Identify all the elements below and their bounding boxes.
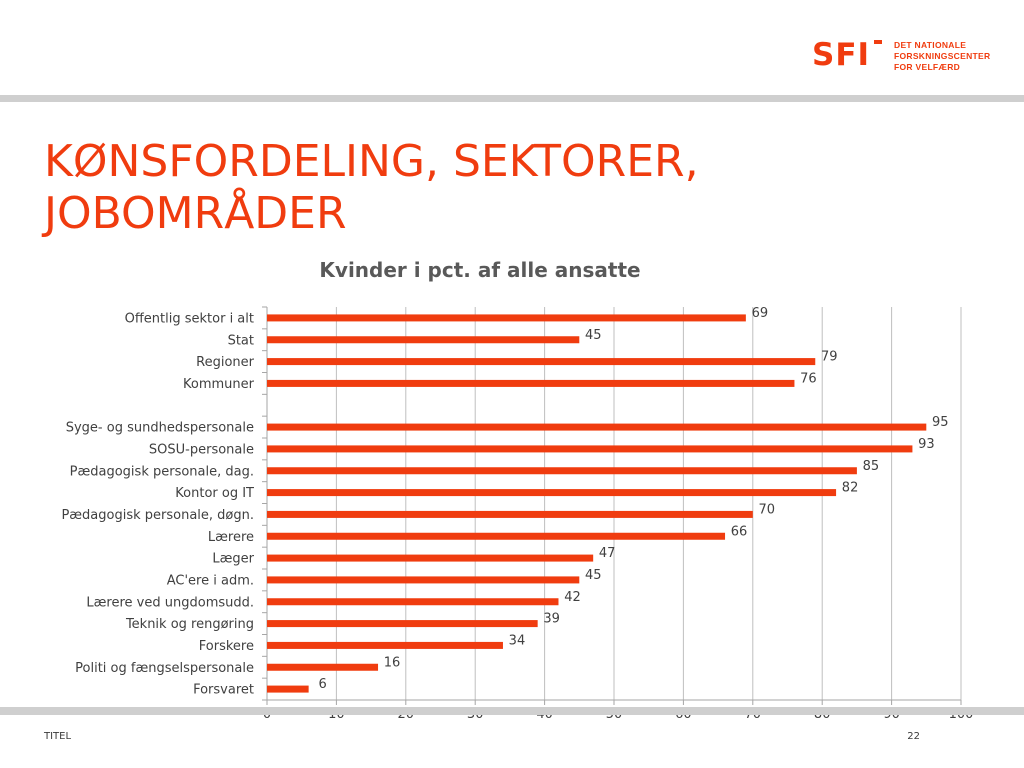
- category-label: Offentlig sektor i alt: [125, 311, 254, 326]
- data-label: 70: [759, 502, 776, 517]
- slide-title-line-1: KØNSFORDELING, SEKTORER,: [44, 136, 699, 187]
- bar: [267, 685, 309, 693]
- data-label: 69: [752, 306, 769, 321]
- bar: [267, 489, 837, 497]
- data-label: 79: [821, 350, 838, 365]
- bottom-rule: [0, 707, 1024, 715]
- bar: [267, 336, 580, 344]
- bar: [267, 554, 594, 562]
- data-label: 47: [599, 546, 616, 561]
- sfi-logo: SFI DET NATIONALE FORSKNINGSCENTER FOR V…: [812, 38, 992, 74]
- data-label: 45: [585, 568, 602, 583]
- logo-accent: [874, 40, 882, 44]
- data-label: 16: [384, 655, 401, 670]
- category-label: Regioner: [196, 355, 255, 370]
- slide-title-line-2: JOBOMRÅDER: [44, 188, 347, 239]
- data-label: 42: [564, 590, 581, 605]
- data-label: 39: [543, 612, 560, 627]
- logo-line-3: FOR VELFÆRD: [894, 62, 961, 72]
- bar: [267, 467, 857, 475]
- bar: [267, 620, 538, 628]
- category-label: Teknik og rengøring: [125, 617, 254, 632]
- category-label: Kommuner: [183, 377, 255, 392]
- data-label: 95: [932, 415, 949, 430]
- page-number: 22: [907, 731, 920, 742]
- bar: [267, 598, 559, 606]
- bar: [267, 314, 746, 322]
- footer-title: TITEL: [44, 731, 72, 742]
- data-label: 34: [509, 633, 526, 648]
- category-label: Pædagogisk personale, døgn.: [61, 508, 254, 523]
- bar: [267, 423, 927, 431]
- data-label: 93: [918, 437, 935, 452]
- category-label: Stat: [228, 333, 254, 348]
- bar: [267, 358, 816, 366]
- bar: [267, 510, 753, 518]
- bar: [267, 379, 795, 387]
- category-label: Forsvaret: [193, 683, 254, 698]
- data-label: 6: [318, 677, 326, 692]
- category-label: Lærere ved ungdomsudd.: [86, 595, 254, 610]
- category-label: Kontor og IT: [175, 486, 254, 501]
- logo-mark: SFI: [812, 37, 871, 73]
- bar: [267, 663, 379, 671]
- data-label: 85: [863, 459, 880, 474]
- logo-text: DET NATIONALE FORSKNINGSCENTER FOR VELFÆ…: [894, 40, 990, 73]
- category-label: Forskere: [199, 639, 254, 654]
- data-label: 76: [800, 371, 817, 386]
- category-label: Politi og fængselspersonale: [75, 661, 254, 676]
- data-label: 45: [585, 328, 602, 343]
- chart-title: Kvinder i pct. af alle ansatte: [319, 258, 641, 282]
- bar: [267, 532, 726, 540]
- logo-line-2: FORSKNINGSCENTER: [894, 51, 991, 61]
- bar: [267, 445, 913, 453]
- category-label: SOSU-personale: [149, 442, 254, 457]
- category-label: Læger: [212, 552, 254, 567]
- category-label: Lærere: [208, 530, 254, 545]
- data-label: 66: [731, 524, 748, 539]
- logo-line-1: DET NATIONALE: [894, 40, 967, 50]
- bar: [267, 641, 503, 649]
- category-label: AC'ere i adm.: [167, 573, 254, 588]
- data-label: 82: [842, 481, 859, 496]
- top-rule: [0, 95, 1024, 102]
- category-label: Pædagogisk personale, dag.: [70, 464, 254, 479]
- slide-title: KØNSFORDELING, SEKTORER, JOBOMRÅDER: [44, 136, 944, 240]
- bar: [267, 576, 580, 584]
- category-label: Syge- og sundhedspersonale: [66, 421, 254, 436]
